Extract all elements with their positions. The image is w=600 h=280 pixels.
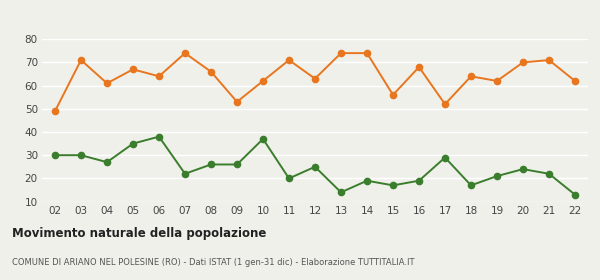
Text: COMUNE DI ARIANO NEL POLESINE (RO) - Dati ISTAT (1 gen-31 dic) - Elaborazione TU: COMUNE DI ARIANO NEL POLESINE (RO) - Dat…	[12, 258, 415, 267]
Legend: Nascite, Decessi: Nascite, Decessi	[248, 0, 382, 6]
Text: Movimento naturale della popolazione: Movimento naturale della popolazione	[12, 227, 266, 240]
